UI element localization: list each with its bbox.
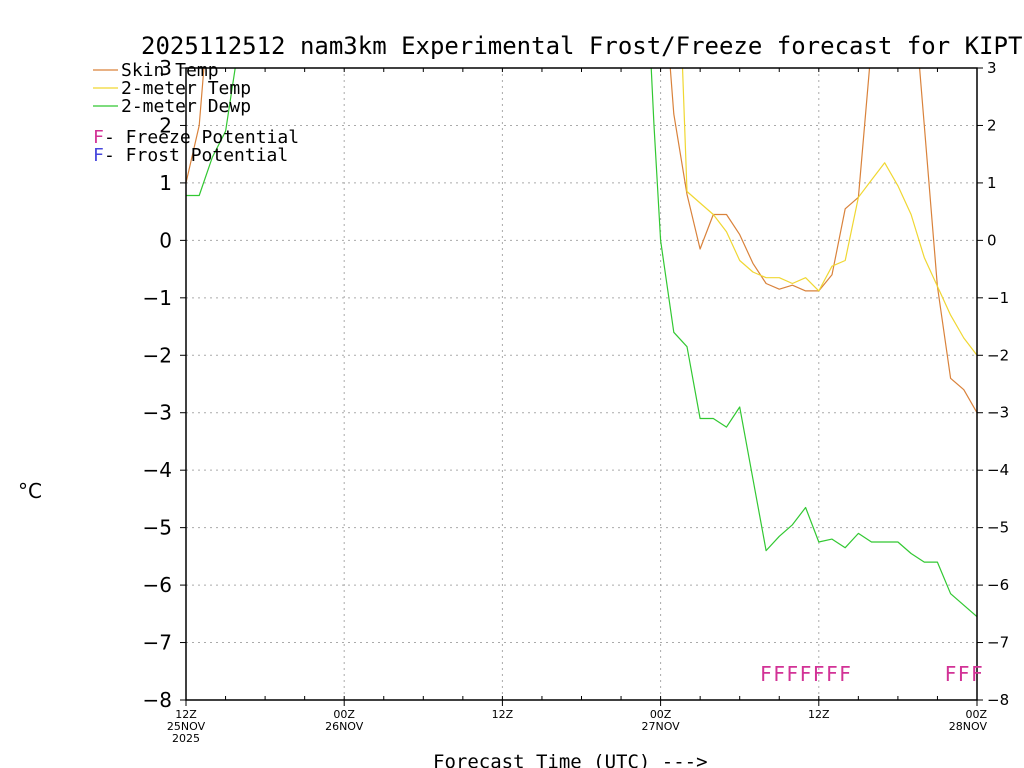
series-2-meter-dewp	[650, 68, 977, 618]
left-axis: −8 −7 −6 −5 −4 −3 −2 −1 0 1 2 3	[143, 56, 186, 712]
y-axis-label: °C	[18, 479, 42, 503]
x-tick-label: 2025	[172, 732, 200, 745]
x-tick-label: 26NOV	[325, 720, 364, 733]
legend-potential-letter: F	[93, 145, 104, 166]
freeze-marker: F	[773, 662, 785, 686]
legend-label: 2-meter Temp	[121, 78, 251, 99]
y-tick-label-right: 2	[987, 116, 997, 134]
y-tick-label: −3	[143, 401, 172, 425]
y-tick-label-right: −6	[987, 576, 1009, 594]
y-tick-label: 3	[159, 56, 172, 80]
chart-title: 2025112512 nam3km Experimental Frost/Fre…	[141, 32, 1022, 60]
series-layer	[186, 68, 977, 618]
y-tick-label-right: −3	[987, 404, 1009, 422]
y-tick-label-right: −1	[987, 289, 1009, 307]
y-tick-label: −7	[143, 631, 172, 655]
legend-potential-letter: F	[93, 127, 104, 148]
series-2-meter-dewp	[186, 68, 236, 197]
freeze-marker: F	[971, 662, 983, 686]
x-tick-label: 28NOV	[949, 720, 988, 733]
grid	[186, 68, 977, 700]
y-tick-label: −6	[143, 573, 172, 597]
series-skin-temp	[669, 68, 871, 292]
freeze-marker: F	[945, 662, 957, 686]
y-tick-label: 0	[159, 228, 172, 252]
x-tick-label: 12Z	[808, 708, 830, 721]
x-tick-label: 00Z	[650, 708, 672, 721]
freeze-marker: F	[760, 662, 772, 686]
legend-potential-label: - Frost Potential	[104, 145, 288, 166]
y-tick-label-right: 1	[987, 174, 997, 192]
legend-label: 2-meter Dewp	[121, 96, 251, 117]
y-tick-label-right: 0	[987, 231, 997, 249]
y-tick-label: −4	[143, 458, 172, 482]
y-tick-label-right: −5	[987, 519, 1009, 537]
x-tick-label: 00Z	[333, 708, 355, 721]
y-tick-label-right: 3	[987, 59, 997, 77]
y-tick-label: −1	[143, 286, 172, 310]
right-axis: −8 −7 −6 −5 −4 −3 −2 −1 0 1 2 3	[977, 59, 1009, 709]
freeze-marker: F	[787, 662, 799, 686]
y-tick-label: 1	[159, 171, 172, 195]
x-tick-label: 27NOV	[641, 720, 680, 733]
series-skin-temp	[918, 68, 977, 413]
y-tick-label-right: −7	[987, 634, 1009, 652]
series-2-meter-temp	[681, 68, 977, 356]
legend-label: Skin Temp	[121, 60, 219, 81]
y-tick-label-right: −2	[987, 346, 1009, 364]
x-tick-label: 25NOV	[167, 720, 206, 733]
plot-frame	[185, 67, 978, 701]
y-tick-label-right: −8	[987, 691, 1009, 709]
freeze-marker: F	[800, 662, 812, 686]
y-tick-label: −8	[143, 688, 172, 712]
x-tick-label: 00Z	[965, 708, 987, 721]
x-tick-label: 12Z	[175, 708, 197, 721]
y-tick-label: −2	[143, 343, 172, 367]
x-tick-label: 12Z	[492, 708, 514, 721]
series-skin-temp	[186, 68, 205, 184]
x-axis-label: Forecast Time (UTC) --->	[433, 751, 708, 768]
freeze-marker: F	[813, 662, 825, 686]
legend-potential-label: - Freeze Potential	[104, 127, 299, 148]
y-tick-label: 2	[159, 113, 172, 137]
freeze-marker: F	[839, 662, 851, 686]
freeze-marker: F	[826, 662, 838, 686]
freeze-marker: F	[958, 662, 970, 686]
y-tick-label-right: −4	[987, 461, 1009, 479]
y-tick-label: −5	[143, 516, 172, 540]
